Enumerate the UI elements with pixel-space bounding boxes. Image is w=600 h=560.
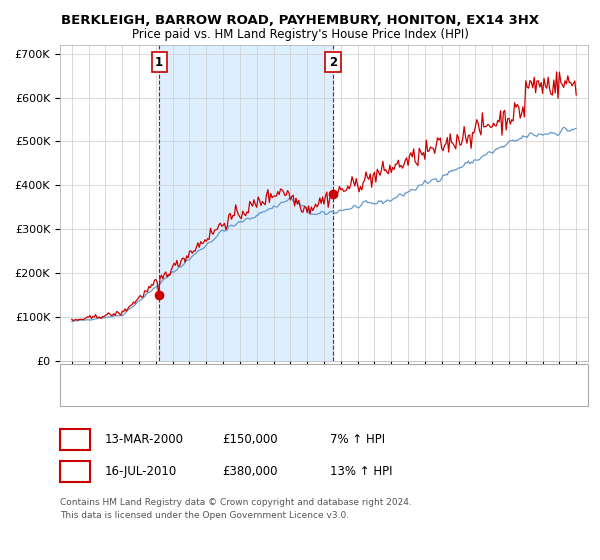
Text: 16-JUL-2010: 16-JUL-2010 [105,465,177,478]
Text: 2: 2 [329,55,337,69]
Text: 7% ↑ HPI: 7% ↑ HPI [330,433,385,446]
Text: Price paid vs. HM Land Registry's House Price Index (HPI): Price paid vs. HM Land Registry's House … [131,28,469,41]
Text: 13-MAR-2000: 13-MAR-2000 [105,433,184,446]
Text: 1: 1 [71,433,79,446]
Text: BERKLEIGH, BARROW ROAD, PAYHEMBURY, HONITON, EX14 3HX: BERKLEIGH, BARROW ROAD, PAYHEMBURY, HONI… [61,14,539,27]
Text: Contains HM Land Registry data © Crown copyright and database right 2024.: Contains HM Land Registry data © Crown c… [60,498,412,507]
Text: 2: 2 [71,465,79,478]
Text: This data is licensed under the Open Government Licence v3.0.: This data is licensed under the Open Gov… [60,511,349,520]
Text: 1: 1 [155,55,163,69]
Text: £380,000: £380,000 [222,465,277,478]
Text: £150,000: £150,000 [222,433,278,446]
Text: BERKLEIGH, BARROW ROAD, PAYHEMBURY, HONITON, EX14 3HX (detached house): BERKLEIGH, BARROW ROAD, PAYHEMBURY, HONI… [114,371,544,381]
Text: HPI: Average price, detached house, East Devon: HPI: Average price, detached house, East… [114,389,366,399]
Text: 13% ↑ HPI: 13% ↑ HPI [330,465,392,478]
Bar [159,45,333,361]
